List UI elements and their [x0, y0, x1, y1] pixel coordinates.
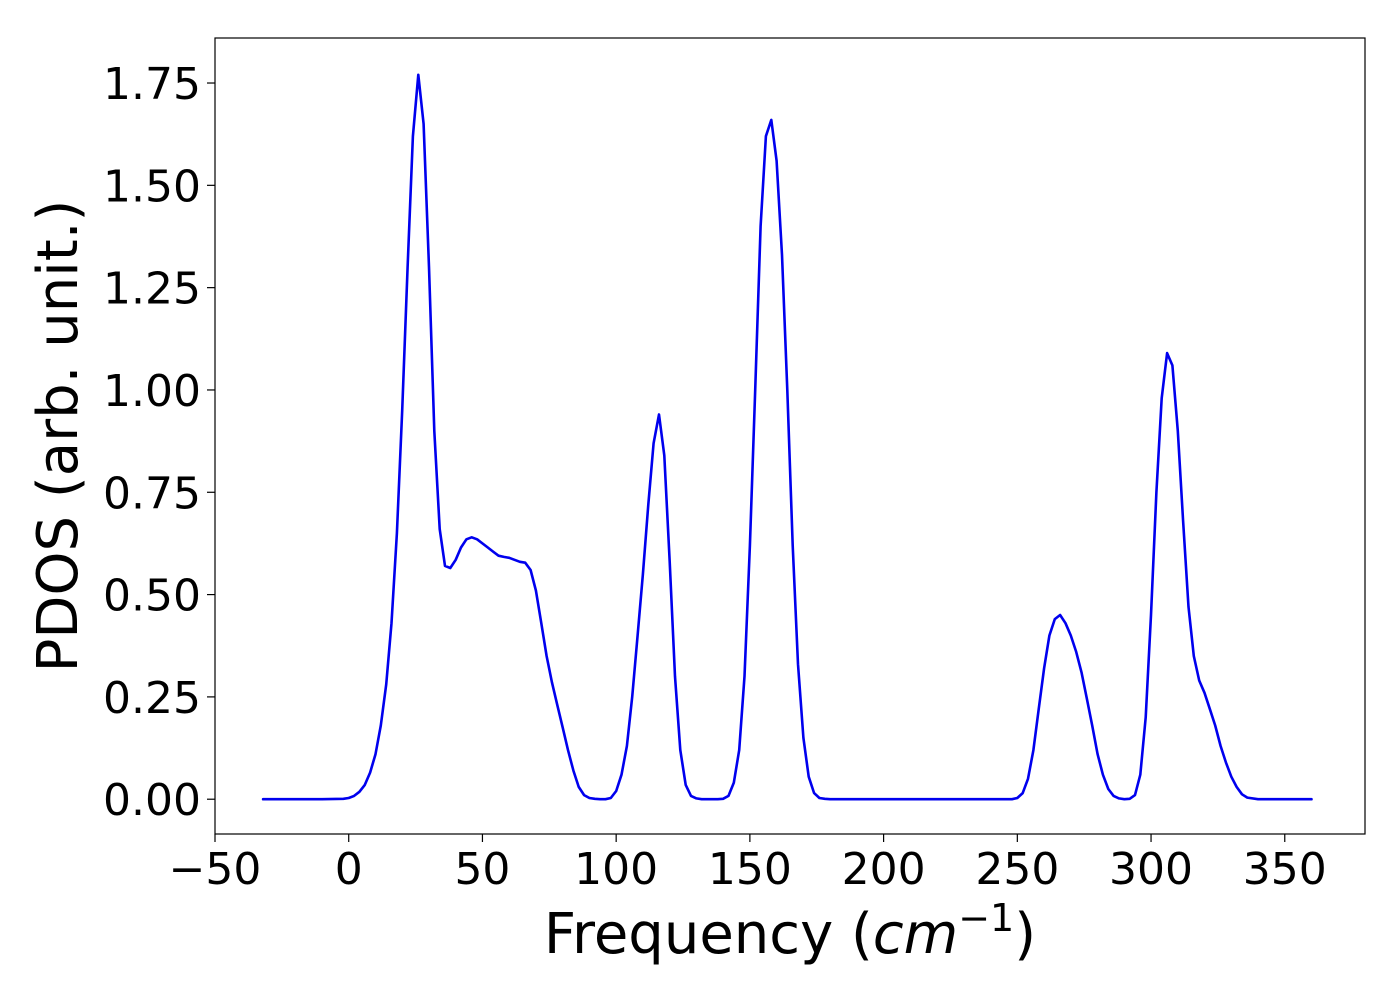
x-tick-label: 250 — [975, 844, 1059, 895]
y-tick-label: 1.25 — [103, 264, 201, 315]
x-tick-label: 0 — [335, 844, 363, 895]
y-tick-label: 1.50 — [103, 161, 201, 212]
x-tick-label: 300 — [1109, 844, 1193, 895]
x-axis-ticks: −50 0 50 100 150 200 250 300 350 — [169, 834, 1327, 895]
y-tick-label: 0.75 — [103, 468, 201, 519]
x-tick-label: 50 — [454, 844, 510, 895]
x-axis-label-math: cm — [873, 902, 958, 967]
y-tick-label: 0.25 — [103, 673, 201, 724]
series-layer — [261, 73, 1313, 801]
plot-frame — [214, 37, 1366, 835]
y-axis-label: PDOS (arb. unit.) — [26, 200, 91, 673]
y-axis-ticks: 0.00 0.25 0.50 0.75 1.00 1.25 1.50 1.75 — [103, 59, 215, 826]
x-axis-label-superscript: −1 — [958, 896, 1014, 940]
x-tick-label: 200 — [842, 844, 926, 895]
x-tick-label: 100 — [574, 844, 658, 895]
y-tick-label: 0.00 — [103, 775, 201, 826]
x-axis-label: Frequency (cm−1) — [544, 896, 1036, 967]
y-tick-label: 1.75 — [103, 59, 201, 110]
x-tick-label: −50 — [169, 844, 262, 895]
x-tick-label: 350 — [1243, 844, 1327, 895]
series-line-0 — [261, 73, 1313, 801]
y-tick-label: 1.00 — [103, 366, 201, 417]
x-axis-label-close: ) — [1014, 902, 1036, 967]
y-tick-label: 0.50 — [103, 571, 201, 622]
x-tick-label: 150 — [708, 844, 792, 895]
